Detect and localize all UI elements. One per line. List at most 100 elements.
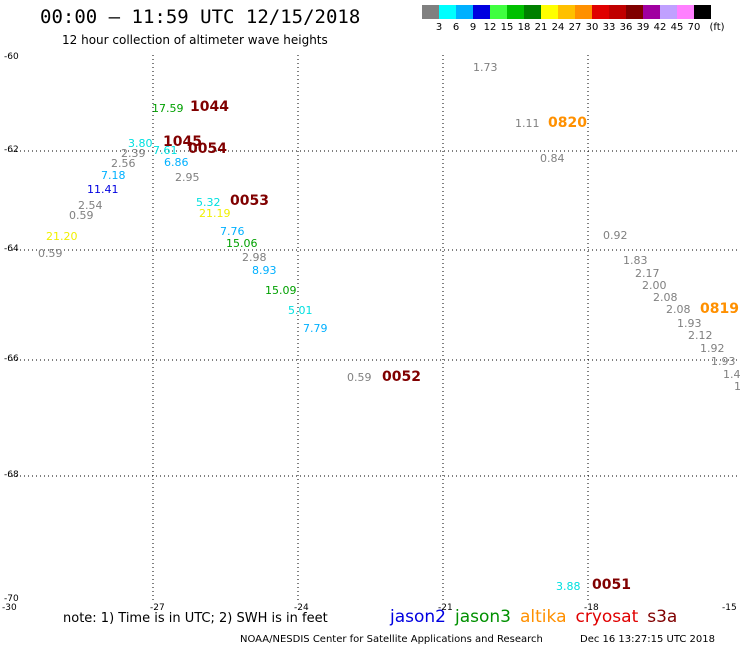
colorbar-swatch [660,5,677,19]
pass-time-label: 0819 [700,301,739,317]
wave-height-observation: 2.12 [688,329,713,342]
wave-height-observation: 2.56 [111,157,136,170]
colorbar-swatch [609,5,626,19]
colorbar-label: 42 [653,22,667,33]
pass-time-label: 0054 [188,141,227,157]
wave-height-observation: 17.59 [152,102,184,115]
longitude-label: -21 [438,603,453,613]
colorbar-label: 27 [568,22,582,33]
colorbar-swatch [677,5,694,19]
colorbar-swatch [473,5,490,19]
wave-height-observation: 3.88 [556,580,581,593]
colorbar-label: 3 [435,22,443,33]
wave-height-observation: 1.4 [723,368,740,381]
colorbar-swatch [456,5,473,19]
longitude-label: -18 [584,603,599,613]
wave-height-observation: 21.19 [199,207,231,220]
colorbar-label: 39 [636,22,650,33]
map-subtitle: 12 hour collection of altimeter wave hei… [62,33,328,47]
longitude-label: -30 [2,603,17,613]
latitude-label: -66 [4,354,19,364]
wave-height-observation: 3.80 [128,137,153,150]
wave-height-observation: 2.08 [666,303,691,316]
wave-height-observation: 1.83 [623,254,648,267]
longitude-label: -15 [722,603,737,613]
latitude-label: -62 [4,145,19,155]
legend-item: cryosat [575,607,639,627]
wave-height-observation: 7.61 [153,144,178,157]
colorbar-swatch [439,5,456,19]
wave-height-observation: 15.06 [226,237,258,250]
colorbar-swatch [694,5,711,19]
latitude-label: -68 [4,470,19,480]
wave-height-observation: 2.98 [242,251,267,264]
pass-time-label: 0052 [382,369,421,385]
legend-item: s3a [647,607,678,627]
wave-height-observation: 1 [734,380,740,393]
latitude-label: -60 [4,52,19,62]
wave-height-observation: 21.20 [46,230,78,243]
longitude-label: -27 [150,603,165,613]
colorbar-label: 9 [469,22,477,33]
pass-time-label: 0051 [592,577,631,593]
footer-note: note: 1) Time is in UTC; 2) SWH is in fe… [63,611,328,626]
colorbar-swatch [643,5,660,19]
wave-height-observation: 2.54 [78,199,103,212]
wave-height-observation: 2.08 [653,291,678,304]
latitude-label: -64 [4,244,19,254]
pass-time-label: 1044 [190,99,229,115]
satellite-legend: jason2 jason3 altika cryosat s3a [390,607,686,627]
wave-height-observation: 2.00 [642,279,667,292]
wave-height-observation: 0.92 [603,229,628,242]
credit-line: NOAA/NESDIS Center for Satellite Applica… [240,634,543,645]
wave-height-observation: 0.59 [69,209,94,222]
pass-time-label: 1045 [163,134,202,150]
wave-height-observation: 1.93 [711,355,736,368]
timestamp: Dec 16 13:27:15 UTC 2018 [580,634,715,645]
pass-time-label: 0820 [548,115,587,131]
longitude-label: -24 [294,603,309,613]
colorbar-label: 21 [534,22,548,33]
latitude-label: -70 [4,594,19,604]
colorbar-swatch [575,5,592,19]
wave-height-observation: 5.32 [196,196,221,209]
wave-height-observation: 1.73 [473,61,498,74]
colorbar-unit: (ft) [709,22,725,33]
legend-item: altika [520,607,567,627]
colorbar-label: 18 [517,22,531,33]
pass-time-label: 0053 [230,193,269,209]
wave-height-observation: 11.41 [87,183,119,196]
wave-height-observation: 1.11 [515,117,540,130]
colorbar-swatch [524,5,541,19]
colorbar-label: 12 [483,22,497,33]
colorbar-label: 15 [500,22,514,33]
colorbar-swatch [507,5,524,19]
wave-height-observation: 5.01 [288,304,313,317]
colorbar-swatch [422,5,439,19]
wave-height-observation: 2.95 [175,171,200,184]
colorbar-label: 70 [687,22,701,33]
colorbar-label: 6 [452,22,460,33]
wave-height-observation: 15.09 [265,284,297,297]
wave-height-observation: 2.17 [635,267,660,280]
wave-height-observation: 7.79 [303,322,328,335]
legend-item: jason3 [455,607,511,627]
map-title: 00:00 – 11:59 UTC 12/15/2018 [40,6,361,28]
wave-height-observation: 0.59 [347,371,372,384]
wave-height-observation: 7.18 [101,169,126,182]
colorbar-label: 33 [602,22,616,33]
wave-height-observation: 2.39 [121,147,146,160]
wave-height-observation: 6.86 [164,156,189,169]
colorbar-swatch [592,5,609,19]
colorbar-swatch [626,5,643,19]
wave-height-observation: 1.93 [677,317,702,330]
wave-height-observation: 0.59 [38,247,63,260]
colorbar-label: 30 [585,22,599,33]
wave-height-observation: 0.84 [540,152,565,165]
colorbar-swatch [490,5,507,19]
wave-height-observation: 1.92 [700,342,725,355]
colorbar-swatch [541,5,558,19]
colorbar-label: 45 [670,22,684,33]
wave-height-observation: 8.93 [252,264,277,277]
